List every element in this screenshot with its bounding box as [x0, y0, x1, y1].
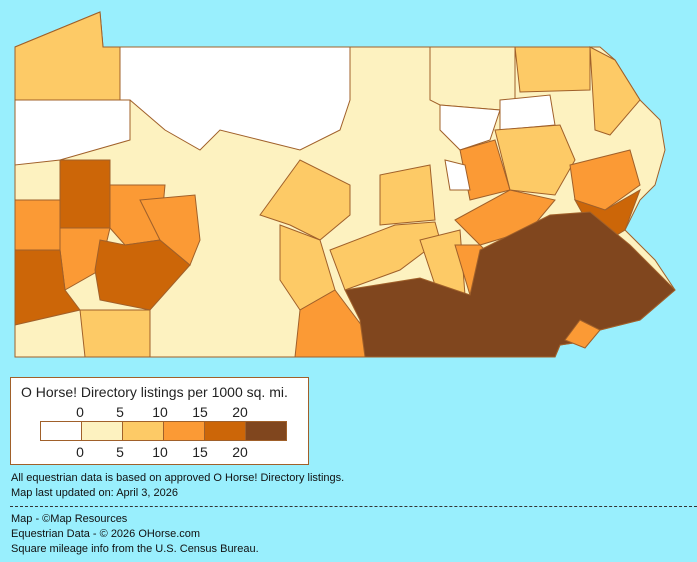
- legend-tick: 20: [232, 444, 248, 460]
- county-region: [454, 189, 556, 246]
- county-region: [499, 94, 556, 131]
- legend-tick: 20: [232, 404, 248, 420]
- county-region: [14, 249, 81, 326]
- legend-tick: 5: [116, 444, 124, 460]
- legend: O Horse! Directory listings per 1000 sq.…: [10, 377, 309, 465]
- county-region: [444, 159, 471, 191]
- county-region: [344, 211, 676, 358]
- county-region: [94, 239, 191, 311]
- county-region: [259, 159, 351, 241]
- legend-tick: 15: [192, 404, 208, 420]
- legend-swatch: [41, 422, 82, 440]
- county-region: [569, 149, 641, 211]
- legend-tick: 0: [76, 404, 84, 420]
- county-region: [139, 194, 201, 266]
- legend-tick: 10: [152, 444, 168, 460]
- legend-swatch: [123, 422, 164, 440]
- legend-title: O Horse! Directory listings per 1000 sq.…: [21, 384, 288, 400]
- map-credit: Map - ©Map Resources: [11, 513, 128, 525]
- county-region: [494, 124, 576, 196]
- county-region: [79, 309, 151, 358]
- legend-swatch: [164, 422, 205, 440]
- updated-note: Map last updated on: April 3, 2026: [11, 487, 178, 499]
- county-region: [14, 99, 131, 166]
- legend-color-scale: [40, 421, 287, 441]
- county-region: [379, 164, 436, 226]
- county-region: [14, 199, 61, 251]
- county-region: [439, 104, 501, 151]
- legend-swatch: [82, 422, 123, 440]
- county-region: [514, 46, 591, 93]
- county-region: [564, 319, 601, 349]
- county-region: [59, 227, 111, 291]
- county-region: [59, 159, 111, 229]
- legend-tick: 10: [152, 404, 168, 420]
- pennsylvania-county-map: [14, 11, 676, 358]
- legend-tick: 5: [116, 404, 124, 420]
- legend-swatch: [205, 422, 246, 440]
- legend-tick: 15: [192, 444, 208, 460]
- divider: [10, 506, 697, 507]
- legend-tick: 0: [76, 444, 84, 460]
- census-credit: Square mileage info from the U.S. Census…: [11, 543, 259, 555]
- county-region: [589, 46, 641, 136]
- data-credit: Equestrian Data - © 2026 OHorse.com: [11, 528, 201, 540]
- legend-swatch: [246, 422, 286, 440]
- data-basis-note: All equestrian data is based on approved…: [11, 472, 345, 484]
- county-region: [14, 11, 121, 101]
